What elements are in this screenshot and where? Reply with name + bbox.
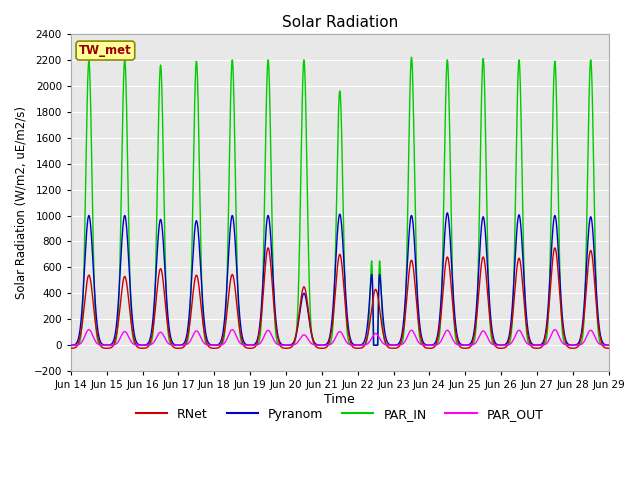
Y-axis label: Solar Radiation (W/m2, uE/m2/s): Solar Radiation (W/m2, uE/m2/s) (15, 106, 28, 299)
X-axis label: Time: Time (324, 393, 355, 406)
Title: Solar Radiation: Solar Radiation (282, 15, 398, 30)
Legend: RNet, Pyranom, PAR_IN, PAR_OUT: RNet, Pyranom, PAR_IN, PAR_OUT (131, 403, 548, 426)
Text: TW_met: TW_met (79, 44, 132, 57)
